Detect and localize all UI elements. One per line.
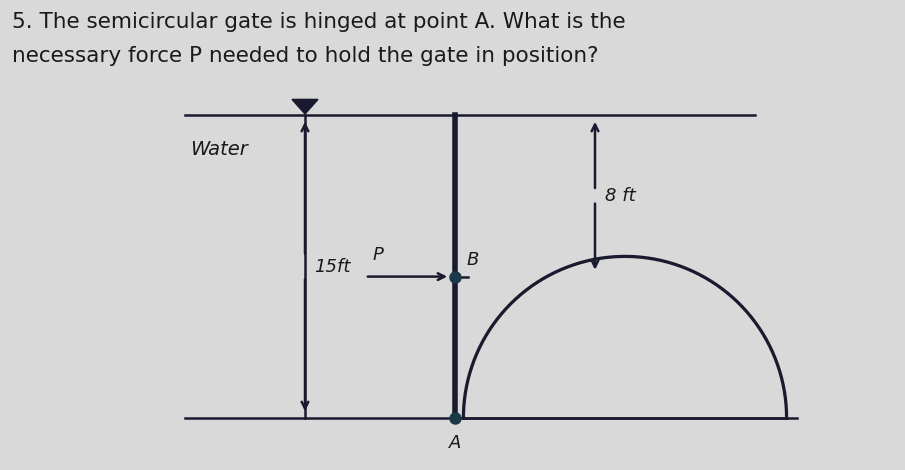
Text: P: P [373, 246, 384, 264]
Text: 8 ft: 8 ft [605, 187, 635, 205]
Text: 5. The semicircular gate is hinged at point A. What is the: 5. The semicircular gate is hinged at po… [12, 12, 625, 32]
Text: Water: Water [190, 140, 248, 159]
Text: B: B [467, 251, 480, 268]
Text: 15ft: 15ft [314, 258, 350, 275]
Text: A: A [449, 434, 462, 452]
Polygon shape [292, 99, 318, 114]
Text: necessary force P needed to hold the gate in position?: necessary force P needed to hold the gat… [12, 46, 598, 66]
